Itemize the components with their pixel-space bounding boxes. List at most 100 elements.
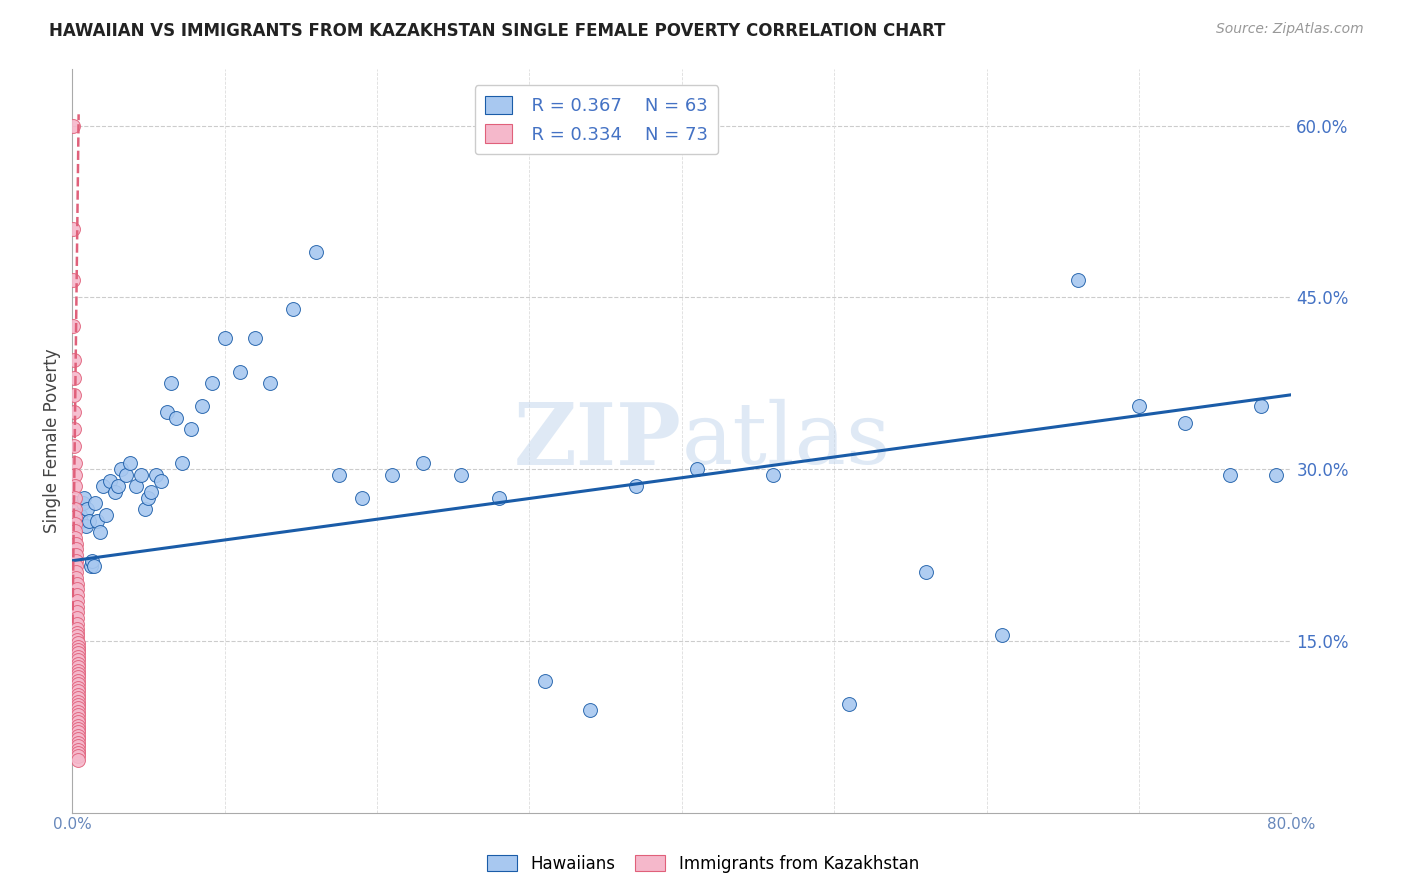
Point bbox=[66, 632, 89, 647]
Legend: Hawaiians, Immigrants from Kazakhstan: Hawaiians, Immigrants from Kazakhstan bbox=[481, 848, 925, 880]
Point bbox=[67, 649, 90, 664]
Point bbox=[104, 485, 127, 500]
Point bbox=[67, 712, 90, 726]
Point bbox=[67, 653, 90, 667]
Point bbox=[66, 588, 89, 602]
Point bbox=[66, 625, 89, 640]
Point bbox=[67, 705, 90, 719]
Point bbox=[65, 536, 87, 550]
Point bbox=[63, 479, 86, 493]
Point bbox=[65, 531, 87, 545]
Point bbox=[77, 514, 100, 528]
Point bbox=[73, 491, 96, 505]
Point bbox=[180, 422, 202, 436]
Point bbox=[149, 474, 172, 488]
Point bbox=[450, 467, 472, 482]
Point bbox=[63, 502, 86, 516]
Point bbox=[533, 673, 555, 688]
Point bbox=[120, 457, 142, 471]
Point bbox=[63, 457, 86, 471]
Point bbox=[65, 517, 87, 532]
Point bbox=[138, 491, 160, 505]
Point bbox=[67, 725, 90, 739]
Point bbox=[67, 502, 90, 516]
Point bbox=[107, 479, 129, 493]
Point bbox=[991, 628, 1014, 642]
Point bbox=[63, 405, 86, 419]
Point bbox=[67, 681, 90, 695]
Point bbox=[67, 746, 90, 760]
Point bbox=[62, 370, 84, 384]
Point bbox=[165, 410, 187, 425]
Text: HAWAIIAN VS IMMIGRANTS FROM KAZAKHSTAN SINGLE FEMALE POVERTY CORRELATION CHART: HAWAIIAN VS IMMIGRANTS FROM KAZAKHSTAN S… bbox=[49, 22, 946, 40]
Point bbox=[80, 554, 103, 568]
Point bbox=[86, 514, 108, 528]
Point bbox=[69, 508, 91, 522]
Point bbox=[66, 576, 89, 591]
Point bbox=[66, 623, 89, 637]
Text: atlas: atlas bbox=[682, 399, 891, 482]
Point bbox=[243, 330, 266, 344]
Point bbox=[110, 462, 132, 476]
Point bbox=[63, 422, 86, 436]
Point bbox=[67, 708, 90, 723]
Point bbox=[63, 439, 86, 453]
Point bbox=[72, 496, 94, 510]
Point bbox=[579, 702, 602, 716]
Point bbox=[67, 688, 90, 702]
Point bbox=[145, 467, 167, 482]
Point bbox=[134, 502, 156, 516]
Point bbox=[914, 565, 936, 579]
Point bbox=[67, 749, 90, 764]
Point bbox=[62, 221, 84, 235]
Point bbox=[762, 467, 785, 482]
Point bbox=[67, 736, 90, 750]
Point bbox=[125, 479, 148, 493]
Point bbox=[1128, 399, 1150, 413]
Point bbox=[62, 353, 84, 368]
Point bbox=[1219, 467, 1241, 482]
Point bbox=[67, 694, 90, 708]
Point bbox=[67, 677, 90, 691]
Point bbox=[67, 739, 90, 753]
Point bbox=[305, 244, 328, 259]
Point bbox=[67, 657, 90, 671]
Point bbox=[75, 519, 97, 533]
Point bbox=[67, 691, 90, 706]
Point bbox=[67, 753, 90, 767]
Point bbox=[67, 664, 90, 678]
Point bbox=[160, 376, 183, 391]
Point bbox=[66, 582, 89, 597]
Point bbox=[62, 273, 84, 287]
Point bbox=[229, 365, 252, 379]
Point bbox=[65, 542, 87, 557]
Point bbox=[624, 479, 647, 493]
Point bbox=[65, 565, 87, 579]
Point bbox=[488, 491, 510, 505]
Point bbox=[62, 319, 84, 334]
Point bbox=[214, 330, 236, 344]
Point bbox=[170, 457, 193, 471]
Point bbox=[838, 697, 860, 711]
Point bbox=[66, 636, 89, 650]
Point bbox=[67, 715, 90, 730]
Point bbox=[89, 525, 111, 540]
Point bbox=[141, 485, 163, 500]
Point bbox=[83, 559, 105, 574]
Point bbox=[66, 643, 89, 657]
Point bbox=[1250, 399, 1272, 413]
Point bbox=[66, 629, 89, 643]
Point bbox=[67, 673, 90, 688]
Point bbox=[94, 508, 117, 522]
Point bbox=[66, 599, 89, 614]
Point bbox=[328, 467, 350, 482]
Point bbox=[65, 554, 87, 568]
Point bbox=[65, 571, 87, 585]
Point bbox=[1067, 273, 1090, 287]
Point bbox=[114, 467, 136, 482]
Point bbox=[66, 594, 89, 608]
Point bbox=[156, 405, 179, 419]
Point bbox=[67, 684, 90, 698]
Point bbox=[67, 660, 90, 674]
Point bbox=[67, 670, 90, 684]
